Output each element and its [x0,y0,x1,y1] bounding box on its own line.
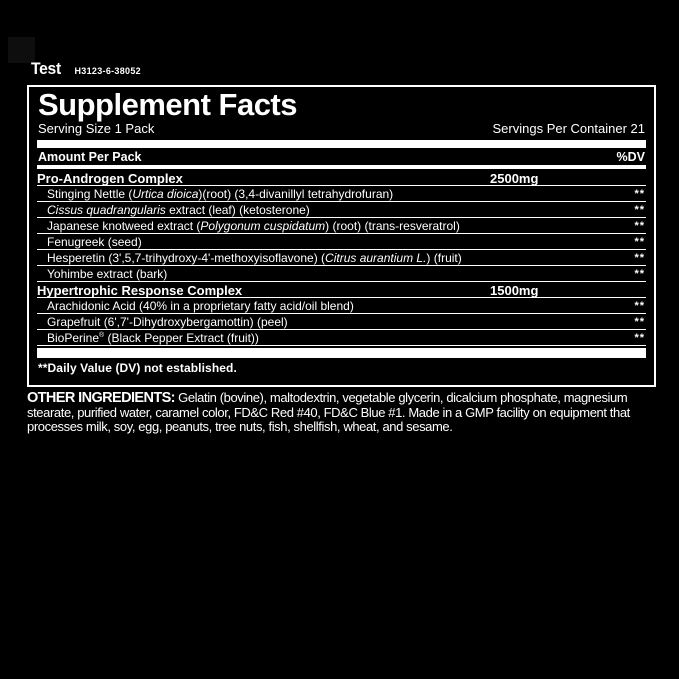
panel-title: Supplement Facts [38,87,298,122]
divider-thick-top [37,140,646,148]
divider-medium [37,165,646,169]
ingredient-row: Yohimbe extract (bark) ** [37,266,646,282]
ingredient-name: Hesperetin (3',5,7-trihydroxy-4'-methoxy… [47,251,462,265]
dv-value: ** [634,236,645,248]
ingredient-name: Yohimbe extract (bark) [47,267,168,281]
lot-code: H3123-6-38052 [74,66,141,76]
dv-value: ** [634,252,645,264]
ingredient-name: BioPerine® (Black Pepper Extract (fruit)… [47,331,259,345]
ingredient-row: Cissus quadrangularis extract (leaf) (ke… [37,202,646,218]
ingredient-row: Arachidonic Acid (40% in a proprietary f… [37,298,646,314]
ingredient-row: Japanese knotweed extract (Polygonum cus… [37,218,646,234]
dv-header: %DV [616,149,645,164]
dv-footnote: **Daily Value (DV) not established. [38,361,237,375]
other-ingredients-paragraph: OTHER INGREDIENTS: Gelatin (bovine), mal… [27,390,659,435]
dv-value: ** [634,220,645,232]
ingredient-row: Grapefruit (6',7'-Dihydroxybergamottin) … [37,314,646,330]
other-ingredients-text: Gelatin (bovine), maltodextrin, vegetabl… [27,390,630,434]
ingredient-name: Japanese knotweed extract (Polygonum cus… [47,219,460,233]
supplement-facts-panel: Supplement Facts Serving Size 1 Pack Ser… [27,85,656,387]
serving-size: Serving Size 1 Pack [38,121,155,136]
column-header-row: Amount Per Pack %DV [37,148,646,165]
divider-thick-bottom [37,348,646,358]
other-ingredients-label: OTHER INGREDIENTS: [27,390,176,406]
ingredient-name: Stinging Nettle (Urtica dioica)(root) (3… [47,187,394,201]
ingredient-name: Hypertrophic Response Complex [37,283,243,298]
dv-value: ** [634,204,645,216]
dv-value: ** [634,188,645,200]
amount-value: 1500mg [490,283,539,298]
dv-value: ** [634,332,645,344]
serving-row: Serving Size 1 Pack Servings Per Contain… [37,121,646,136]
ingredient-table: Pro-Androgen Complex 2500mg Stinging Nettl… [37,170,646,346]
ingredient-row: BioPerine® (Black Pepper Extract (fruit)… [37,330,646,346]
ingredient-name: Arachidonic Acid (40% in a proprietary f… [47,299,354,313]
ingredient-name: Grapefruit (6',7'-Dihydroxybergamottin) … [47,315,288,329]
complex-row: Hypertrophic Response Complex 1500mg [37,282,646,298]
ingredient-row: Hesperetin (3',5,7-trihydroxy-4'-methoxy… [37,250,646,266]
complex-row: Pro-Androgen Complex 2500mg [37,170,646,186]
dv-value: ** [634,316,645,328]
ingredient-row: Stinging Nettle (Urtica dioica)(root) (3… [37,186,646,202]
ingredient-row: Fenugreek (seed) ** [37,234,646,250]
amount-value: 2500mg [490,171,539,186]
servings-per-container: Servings Per Container 21 [492,121,645,136]
ingredient-name: Pro-Androgen Complex [37,171,183,186]
brand-row: Test H3123-6-38052 [31,59,141,79]
dv-value: ** [634,300,645,312]
amount-per-pack-header: Amount Per Pack [38,149,142,164]
ingredient-name: Cissus quadrangularis extract (leaf) (ke… [47,203,310,217]
dv-value: ** [634,268,645,280]
ingredient-name: Fenugreek (seed) [47,235,142,249]
brand-logo: Test [31,59,61,78]
corner-square [8,37,35,63]
